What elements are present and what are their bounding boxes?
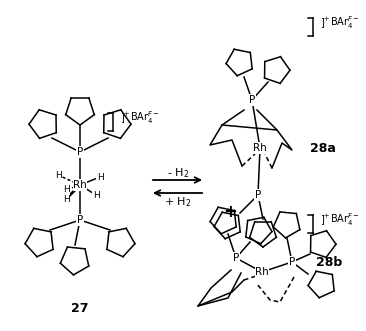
Text: H: H (63, 185, 70, 195)
Text: H: H (63, 195, 70, 204)
Text: P: P (289, 257, 295, 267)
Text: H: H (93, 191, 100, 200)
Text: - H$_2$: - H$_2$ (167, 166, 189, 180)
Text: P: P (77, 215, 83, 225)
Text: BAr$^{F}_{4}$$^{-}$: BAr$^{F}_{4}$$^{-}$ (330, 15, 359, 31)
Text: $]^{+}$: $]^{+}$ (320, 213, 331, 227)
Text: BAr$^{F}_{4}$$^{-}$: BAr$^{F}_{4}$$^{-}$ (330, 212, 359, 228)
Polygon shape (66, 184, 81, 199)
Text: $]^{+}$: $]^{+}$ (320, 16, 331, 30)
Text: Rh: Rh (253, 143, 267, 153)
Text: +: + (223, 203, 237, 221)
Text: P: P (249, 95, 255, 105)
Text: P: P (77, 147, 83, 157)
Text: Rh: Rh (255, 267, 269, 277)
Text: P: P (233, 253, 239, 263)
Text: H: H (97, 172, 103, 181)
Text: Rh: Rh (73, 180, 87, 190)
Text: H: H (55, 170, 61, 179)
Text: 28a: 28a (310, 141, 336, 155)
Text: $]^{+}$: $]^{+}$ (120, 111, 131, 125)
Text: BAr$^{F}_{4}$$^{-}$: BAr$^{F}_{4}$$^{-}$ (130, 110, 159, 126)
Text: 27: 27 (71, 302, 89, 314)
Text: P: P (255, 190, 261, 200)
Text: 28b: 28b (316, 256, 342, 268)
Text: + H$_2$: + H$_2$ (164, 195, 192, 209)
